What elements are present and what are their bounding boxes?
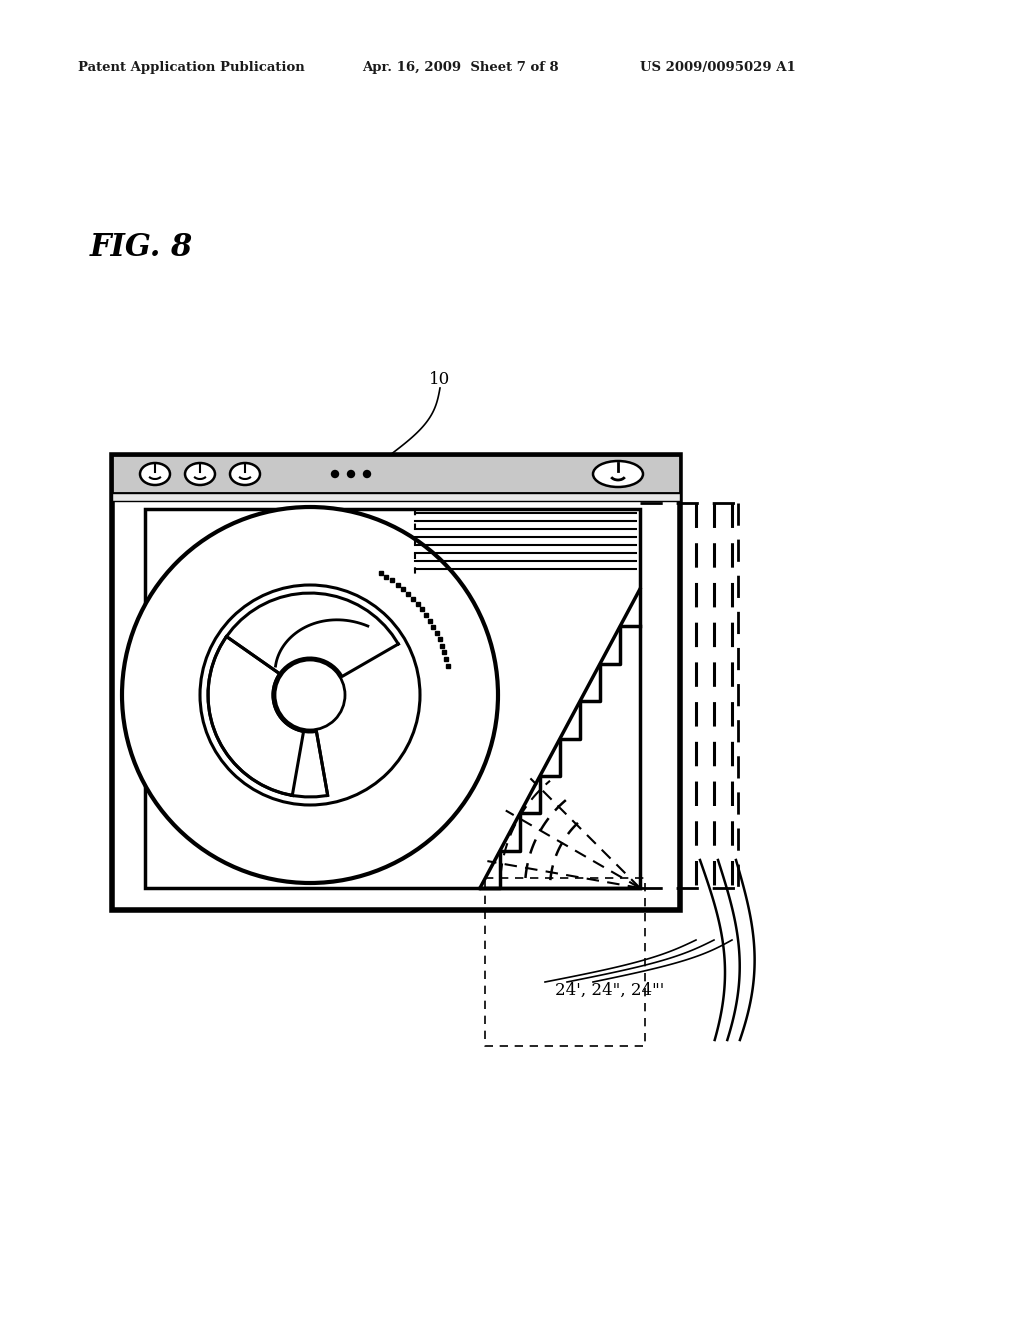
Bar — [112, 455, 680, 909]
Bar — [112, 455, 680, 492]
Text: US 2009/0095029 A1: US 2009/0095029 A1 — [640, 62, 796, 74]
Bar — [145, 510, 640, 888]
Ellipse shape — [185, 463, 215, 484]
Circle shape — [332, 470, 339, 478]
Text: Apr. 16, 2009  Sheet 7 of 8: Apr. 16, 2009 Sheet 7 of 8 — [362, 62, 559, 74]
Circle shape — [275, 660, 345, 730]
Text: FIG. 8: FIG. 8 — [90, 232, 194, 264]
Ellipse shape — [593, 461, 643, 487]
Circle shape — [200, 585, 420, 805]
Text: Patent Application Publication: Patent Application Publication — [78, 62, 305, 74]
Ellipse shape — [230, 463, 260, 484]
Circle shape — [122, 507, 498, 883]
Ellipse shape — [140, 463, 170, 484]
Bar — [112, 492, 680, 502]
Circle shape — [347, 470, 354, 478]
Text: 10: 10 — [429, 371, 451, 388]
Circle shape — [364, 470, 371, 478]
Text: 24', 24", 24"': 24', 24", 24"' — [555, 982, 665, 998]
